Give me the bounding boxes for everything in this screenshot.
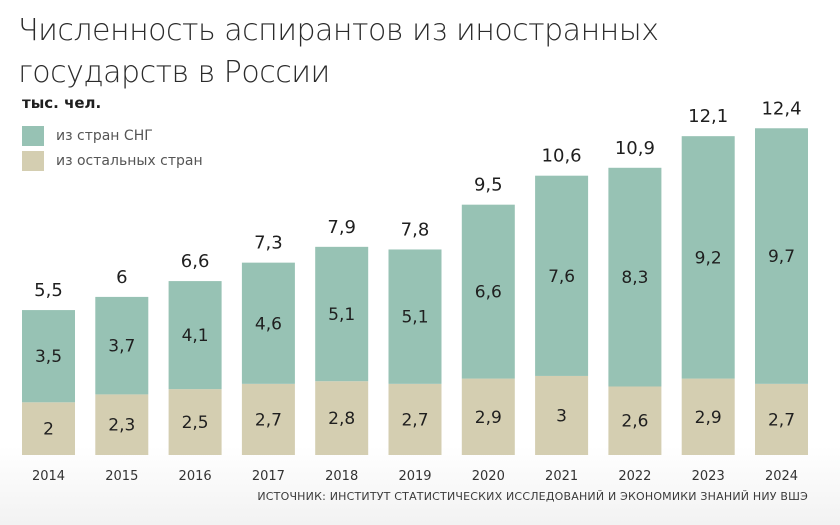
bar-other-2021 [535,375,589,455]
x-tick-label-2015: 2015 [105,469,138,484]
bar-cis-2023 [681,136,735,379]
total-label-2018: 7,9 [327,217,356,238]
total-label-2021: 10,6 [542,146,582,167]
unit-label: тыс. чел. [22,94,102,112]
bar-other-2023 [681,378,735,455]
x-tick-label-2024: 2024 [765,469,798,484]
x-tick-label-2020: 2020 [472,469,505,484]
value-label-other-2015: 2,3 [108,416,135,436]
bar-cis-2024 [755,128,808,384]
value-label-other-2024: 2,7 [768,410,795,430]
bar-cis-2017 [241,262,295,384]
legend-label-cis: из стран СНГ [56,128,153,144]
total-label-2019: 7,8 [401,219,430,240]
total-label-2017: 7,3 [254,233,283,254]
x-tick-label-2019: 2019 [398,469,431,484]
bar-cis-2020 [461,204,515,379]
bar-other-2018 [315,381,369,455]
x-tick-label-2022: 2022 [618,469,651,484]
value-label-cis-2018: 5,1 [328,305,355,325]
value-label-cis-2023: 9,2 [695,248,722,268]
value-label-cis-2019: 5,1 [401,308,428,328]
total-label-2024: 12,4 [761,98,801,119]
legend-label-other: из остальных стран [56,153,203,169]
value-label-cis-2017: 4,6 [255,314,282,334]
total-label-2016: 6,6 [181,251,210,272]
source-note: ИСТОЧНИК: ИНСТИТУТ СТАТИСТИЧЕСКИХ ИССЛЕД… [257,490,808,503]
bar-other-2020 [461,378,515,455]
value-label-other-2022: 2,6 [621,412,648,432]
value-label-other-2019: 2,7 [401,410,428,430]
value-label-cis-2016: 4,1 [182,326,209,346]
value-label-other-2021: 3 [556,406,567,426]
x-tick-label-2021: 2021 [545,469,578,484]
bar-other-2022 [608,386,662,455]
bar-cis-2014 [22,310,75,403]
bar-other-2017 [241,383,295,455]
bar-other-2016 [168,389,222,455]
value-label-cis-2021: 7,6 [548,267,575,287]
total-label-2020: 9,5 [474,175,503,196]
bar-cis-2021 [535,175,589,376]
bar-cis-2016 [168,281,222,390]
value-label-cis-2022: 8,3 [621,268,648,288]
legend-item-cis: из стран СНГ [22,126,153,146]
value-label-cis-2020: 6,6 [475,283,502,303]
legend-swatch-other [22,151,44,171]
bar-other-2024 [755,383,808,455]
x-tick-label-2017: 2017 [252,469,285,484]
total-label-2022: 10,9 [615,138,655,159]
legend-item-other: из остальных стран [22,151,203,171]
bar-cis-2015 [95,296,149,395]
bar-cis-2018 [315,246,369,382]
value-label-cis-2015: 3,7 [108,337,135,357]
value-label-other-2014: 2 [43,420,54,440]
bar-cis-2022 [608,167,662,387]
bar-other-2015 [95,394,149,455]
bar-cis-2019 [388,249,442,384]
value-label-other-2016: 2,5 [182,413,209,433]
value-label-cis-2014: 3,5 [35,347,62,367]
x-tick-label-2023: 2023 [692,469,725,484]
total-label-2015: 6 [116,267,127,288]
legend-swatch-cis [22,126,44,146]
value-label-other-2023: 2,9 [695,408,722,428]
chart-title: Численность аспирантов из иностранных го… [18,13,659,90]
value-label-other-2020: 2,9 [475,408,502,428]
value-label-other-2017: 2,7 [255,410,282,430]
x-tick-label-2014: 2014 [32,469,65,484]
total-label-2014: 5,5 [34,280,63,301]
x-tick-label-2018: 2018 [325,469,358,484]
total-label-2023: 12,1 [688,106,728,127]
x-tick-label-2016: 2016 [179,469,212,484]
bar-other-2014 [22,402,75,455]
value-label-cis-2024: 9,7 [768,247,795,267]
bar-other-2019 [388,383,442,455]
value-label-other-2018: 2,8 [328,409,355,429]
